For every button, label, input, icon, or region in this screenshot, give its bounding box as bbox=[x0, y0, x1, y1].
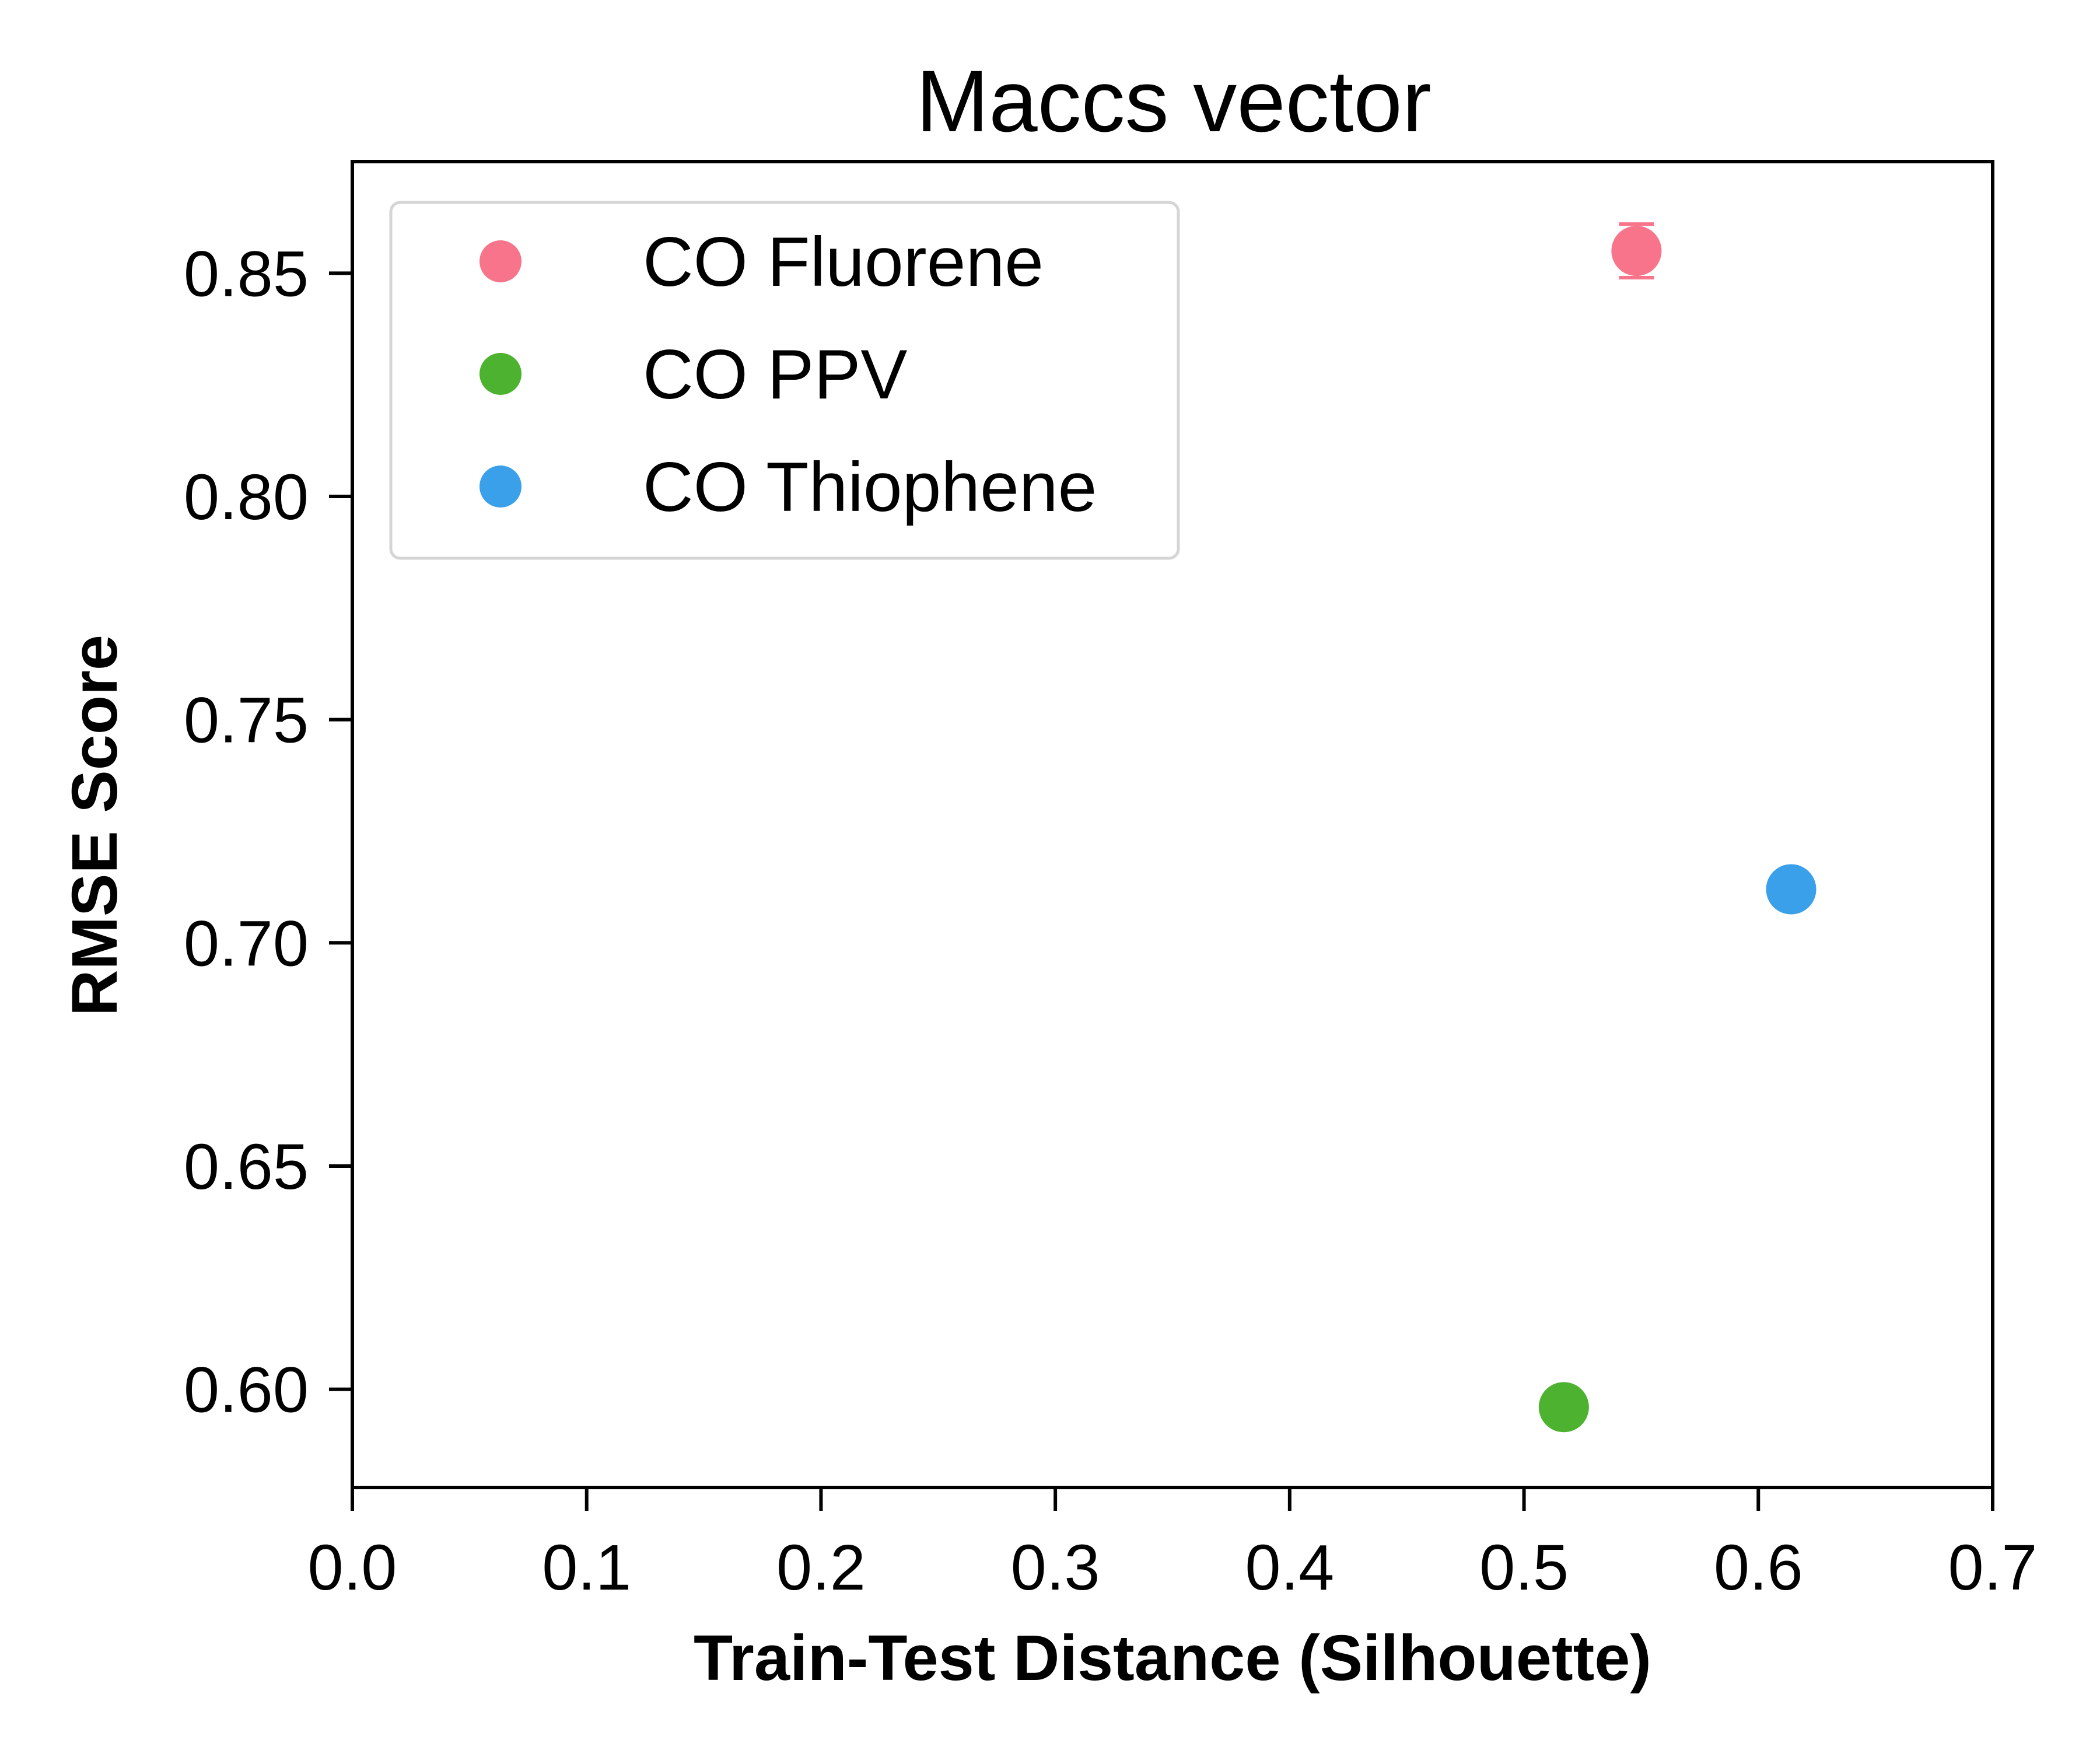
y-tick-label: 0.85 bbox=[184, 238, 309, 310]
x-axis-label: Train-Test Distance (Silhouette) bbox=[694, 1622, 1651, 1694]
x-tick-label: 0.4 bbox=[1245, 1532, 1334, 1604]
data-points bbox=[1538, 222, 1817, 1433]
legend: CO Fluorene CO PPV CO Thiophene bbox=[389, 201, 1180, 560]
y-tick-label: 0.80 bbox=[184, 461, 309, 533]
y-tick-label: 0.70 bbox=[184, 908, 309, 979]
x-axis: 0.0 0.1 0.2 0.3 0.4 0.5 0.6 0.7 bbox=[308, 1488, 2038, 1604]
x-tick-label: 0.2 bbox=[776, 1532, 866, 1604]
legend-marker-co-ppv bbox=[480, 353, 522, 395]
x-tick-label: 0.6 bbox=[1714, 1532, 1803, 1604]
x-tick-label: 0.5 bbox=[1479, 1532, 1569, 1604]
legend-label-co-thiophene: CO Thiophene bbox=[643, 448, 1097, 526]
x-tick-label: 0.7 bbox=[1948, 1532, 2038, 1604]
legend-label-co-ppv: CO PPV bbox=[643, 335, 907, 414]
legend-label-co-fluorene: CO Fluorene bbox=[643, 223, 1044, 301]
y-axis-label: RMSE Score bbox=[59, 635, 131, 1016]
legend-box bbox=[389, 201, 1180, 560]
co-ppv-point bbox=[1538, 1382, 1589, 1433]
plot-frame bbox=[351, 160, 1994, 1489]
co-thiophene-point bbox=[1766, 864, 1817, 915]
legend-marker-co-fluorene bbox=[480, 240, 522, 282]
x-tick-label: 0.0 bbox=[308, 1532, 397, 1604]
y-axis: 0.60 0.65 0.70 0.75 0.80 0.85 bbox=[184, 238, 352, 1426]
x-tick-label: 0.3 bbox=[1011, 1532, 1100, 1604]
y-tick-label: 0.60 bbox=[184, 1354, 309, 1426]
x-tick-label: 0.1 bbox=[542, 1532, 631, 1604]
y-tick-label: 0.75 bbox=[184, 685, 309, 757]
legend-marker-co-thiophene bbox=[480, 466, 522, 508]
chart-title: Maccs vector bbox=[916, 52, 1432, 150]
y-tick-label: 0.65 bbox=[184, 1131, 309, 1203]
co-fluorene-point bbox=[1611, 226, 1662, 276]
